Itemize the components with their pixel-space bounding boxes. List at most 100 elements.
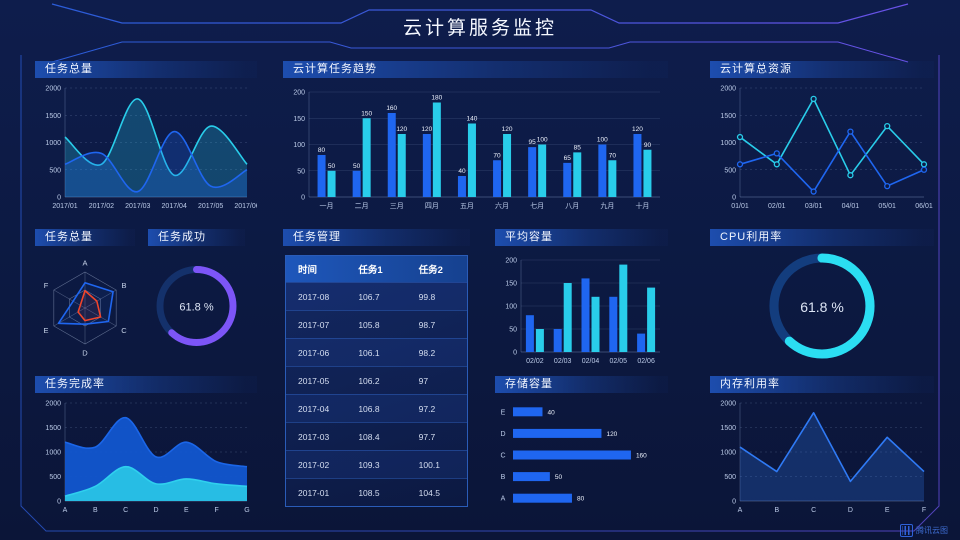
svg-text:0: 0: [513, 350, 517, 357]
svg-text:200: 200: [293, 90, 305, 97]
svg-text:120: 120: [396, 126, 407, 133]
svg-text:0: 0: [57, 499, 61, 506]
table-cell: 97.2: [418, 403, 436, 414]
table-row: 2017-05 106.2 97: [286, 366, 467, 394]
svg-text:2017/02: 2017/02: [89, 203, 114, 210]
svg-text:02/01: 02/01: [768, 203, 786, 210]
table-cell: 108.5: [358, 487, 380, 498]
panel-title: 存储容量: [495, 376, 668, 393]
svg-text:05/01: 05/01: [878, 203, 896, 210]
svg-text:E: E: [44, 326, 49, 335]
table-cell: 99.8: [418, 291, 436, 302]
completion-area-chart[interactable]: 0 500 1000 1500 2000 A B C D E F G: [35, 393, 257, 515]
svg-text:A: A: [63, 507, 68, 514]
svg-text:50: 50: [353, 163, 361, 170]
table-cell: 2017-03: [298, 431, 330, 442]
svg-text:B: B: [93, 507, 98, 514]
svg-text:B: B: [121, 281, 126, 290]
svg-text:B: B: [774, 507, 779, 514]
cloud-resource-line-chart[interactable]: 0 500 1000 1500 2000 01/01 02/01 03/01 04/01 05/0…: [710, 78, 934, 211]
svg-text:70: 70: [609, 152, 617, 159]
table-row: 2017-01 108.5 104.5: [286, 478, 467, 506]
table-row: 2017-08 106.7 99.8: [286, 282, 467, 310]
svg-text:0: 0: [732, 195, 736, 202]
svg-text:F: F: [44, 281, 49, 290]
memory-line-chart[interactable]: 0 500 1000 1500 2000 A B C D E F: [710, 393, 934, 515]
svg-text:500: 500: [49, 167, 61, 174]
svg-text:七月: 七月: [530, 201, 544, 210]
svg-text:A: A: [501, 496, 506, 503]
svg-text:1500: 1500: [45, 425, 61, 432]
svg-text:85: 85: [574, 144, 582, 151]
svg-text:D: D: [848, 507, 853, 514]
svg-text:2000: 2000: [720, 86, 736, 93]
svg-text:40: 40: [547, 409, 555, 416]
task-total-line-chart[interactable]: 0 500 1000 1500 2000 2017/01 2017/02 2017/03 201…: [35, 78, 257, 211]
panel-title: 任务成功: [148, 229, 245, 246]
storage-hbar-chart[interactable]: E 40 D 120 C 160 B 50 A 80: [495, 393, 668, 515]
svg-text:100: 100: [293, 142, 305, 149]
table-cell: 2017-04: [298, 403, 330, 414]
task-success-donut-chart[interactable]: 61.8 %: [148, 246, 245, 366]
svg-text:九月: 九月: [600, 201, 614, 210]
svg-text:80: 80: [318, 147, 326, 154]
panel-task-trend-bar: 云计算任务趋势 0 50 100 150 200 一月 二月 三月 四月 五月 六月 七月 八月 九月 十月…: [283, 61, 668, 211]
table-cell: 2017-02: [298, 459, 330, 470]
svg-text:0: 0: [301, 195, 305, 202]
svg-text:65: 65: [564, 155, 572, 162]
cpu-donut-chart[interactable]: 61.8 %: [710, 246, 934, 366]
brand-logo-icon: [900, 524, 913, 537]
svg-text:120: 120: [421, 126, 432, 133]
svg-text:02/05: 02/05: [610, 358, 628, 365]
svg-text:61.8 %: 61.8 %: [800, 299, 844, 315]
svg-text:E: E: [184, 507, 189, 514]
svg-text:C: C: [811, 507, 816, 514]
table-header-cell: 时间: [298, 265, 318, 276]
svg-text:1000: 1000: [720, 140, 736, 147]
svg-text:B: B: [501, 474, 506, 481]
svg-text:D: D: [82, 349, 88, 358]
panel-storage-hbar: 存储容量 E 40 D 120 C 160 B 50 A 80: [495, 376, 668, 515]
table-row: 2017-03 108.4 97.7: [286, 422, 467, 450]
task-management-table[interactable]: 时间 任务1 任务2 2017-08 106.7 99.8 2017-07 105.8 98.7…: [283, 246, 470, 514]
table-cell: 2017-07: [298, 319, 330, 330]
table-cell: 97.7: [418, 431, 436, 442]
table-cell: 2017-08: [298, 291, 330, 302]
table-cell: 106.2: [358, 375, 380, 386]
svg-text:E: E: [501, 409, 506, 416]
svg-text:A: A: [82, 259, 87, 268]
svg-text:2017/04: 2017/04: [162, 203, 187, 210]
svg-text:0: 0: [732, 499, 736, 506]
svg-text:100: 100: [505, 304, 517, 311]
svg-text:十月: 十月: [635, 201, 649, 210]
svg-text:D: D: [153, 507, 158, 514]
svg-text:四月: 四月: [425, 202, 439, 210]
panel-task-radar: 任务总量 A B C D E F: [35, 229, 135, 366]
svg-text:1500: 1500: [45, 113, 61, 120]
svg-text:120: 120: [632, 126, 643, 133]
table-cell: 104.5: [418, 487, 440, 498]
svg-text:2000: 2000: [45, 86, 61, 93]
table-cell: 108.4: [358, 431, 380, 442]
svg-text:1500: 1500: [720, 113, 736, 120]
table-header-cell: 任务1: [358, 265, 383, 276]
panel-memory-line: 内存利用率 0 500 1000 1500 2000 A B C D E F: [710, 376, 934, 515]
page-title: 云计算服务监控: [402, 18, 557, 39]
svg-text:140: 140: [467, 116, 478, 123]
svg-text:90: 90: [644, 142, 652, 149]
avg-capacity-bar-chart[interactable]: 0 50 100 150 200 02/02 02/03 02/04 02/05 02/06: [495, 246, 668, 366]
svg-text:2017/06: 2017/06: [234, 203, 257, 210]
svg-text:200: 200: [505, 258, 517, 265]
svg-text:03/01: 03/01: [805, 203, 823, 210]
table-cell: 97: [418, 375, 429, 386]
task-radar-chart[interactable]: A B C D E F: [35, 246, 135, 366]
svg-text:2017/03: 2017/03: [125, 203, 150, 210]
task-table: 时间 任务1 任务2 2017-08 106.7 99.8 2017-07 105.8 98.7…: [285, 255, 468, 507]
svg-text:2017/05: 2017/05: [198, 203, 223, 210]
table-cell: 109.3: [358, 459, 380, 470]
svg-text:二月: 二月: [355, 202, 369, 210]
table-cell: 106.8: [358, 403, 380, 414]
svg-text:三月: 三月: [390, 202, 404, 210]
task-trend-bar-chart[interactable]: 0 50 100 150 200 一月 二月 三月 四月 五月 六月 七月 八月 九月 十月 80 50 160 1…: [283, 78, 668, 211]
svg-text:02/02: 02/02: [526, 358, 544, 365]
